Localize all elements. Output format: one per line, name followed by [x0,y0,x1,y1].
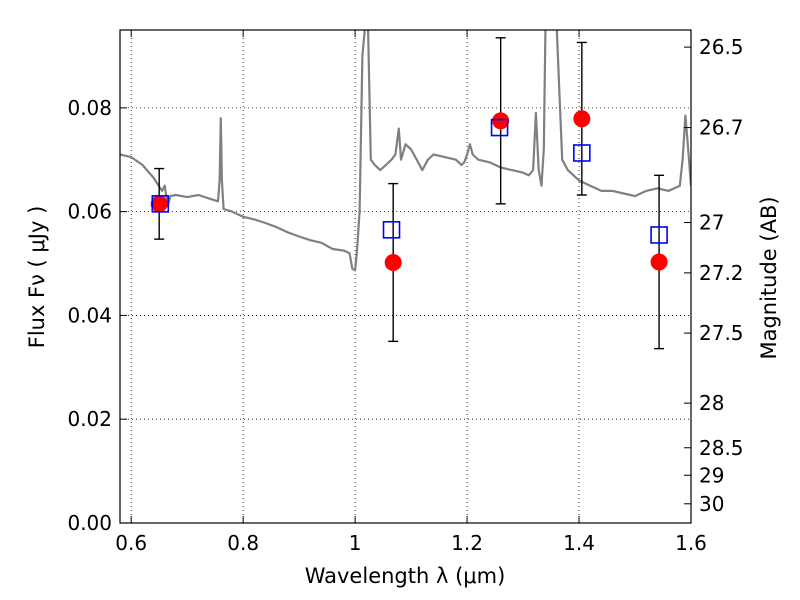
y-axis-ticks: 0.00 0.02 0.04 0.06 0.08 [67,96,127,535]
model-spectrum-line [120,30,691,272]
right-tick-label: 27.5 [699,321,744,345]
right-axis-label: Magnitude (AB) [757,196,781,359]
observed-point [150,195,168,213]
y-tick-label: 0.04 [67,303,112,327]
model-photometry-layer [151,118,668,244]
y-tick-label: 0.00 [67,511,112,535]
error-bars-layer [154,37,665,350]
right-tick-label: 30 [699,492,724,516]
y-tick-label: 0.08 [67,96,112,120]
right-tick-label: 26.5 [699,35,744,59]
model-photometry-point [382,220,401,239]
right-tick-label: 29 [699,463,724,487]
right-axis-ticks: 26.5 26.7 27 27.2 27.5 28 28.5 29 30 [684,35,744,516]
observed-point [492,112,510,130]
model-photometry-point [650,226,668,244]
observed-points-layer [150,110,668,271]
model-photometry-point [490,118,509,137]
x-tick-label: 1 [349,531,362,555]
observed-point [384,253,402,271]
observed-point [573,110,591,128]
x-tick-label: 0.6 [115,531,147,555]
right-tick-label: 26.7 [699,116,744,140]
model-spectrum-layer [120,30,691,272]
right-tick-label: 28.5 [699,436,744,460]
x-axis-label: Wavelength λ (μm) [305,564,506,588]
x-tick-label: 1.4 [563,531,595,555]
model-photometry-point [573,144,591,162]
y-tick-label: 0.06 [67,200,112,224]
x-tick-label: 0.8 [227,531,259,555]
observed-point [650,253,668,271]
y-tick-label: 0.02 [67,407,112,431]
right-tick-label: 28 [699,391,724,415]
model-photometry-point [151,195,170,213]
x-axis-ticks: 0.6 0.8 1 1.2 1.4 1.6 [115,30,707,555]
y-axis-label: Flux Fν ( μJy ) [25,206,49,349]
grid [120,30,692,524]
right-tick-label: 27.2 [699,261,744,285]
x-tick-label: 1.2 [451,531,483,555]
plot-frame [119,29,692,524]
right-tick-label: 27 [699,211,724,235]
x-tick-label: 1.6 [675,531,707,555]
